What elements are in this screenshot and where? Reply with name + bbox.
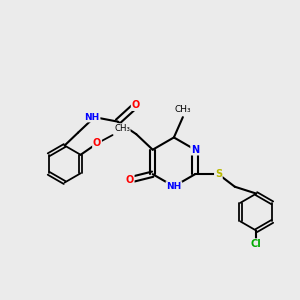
Text: O: O [131, 100, 140, 110]
Text: O: O [93, 138, 101, 148]
Text: NH: NH [84, 113, 100, 122]
Text: O: O [126, 175, 134, 184]
Text: S: S [215, 169, 222, 179]
Text: N: N [191, 145, 199, 155]
Text: NH: NH [166, 182, 182, 191]
Text: CH₃: CH₃ [175, 105, 191, 114]
Text: CH₃: CH₃ [114, 124, 130, 133]
Text: Cl: Cl [251, 239, 262, 249]
